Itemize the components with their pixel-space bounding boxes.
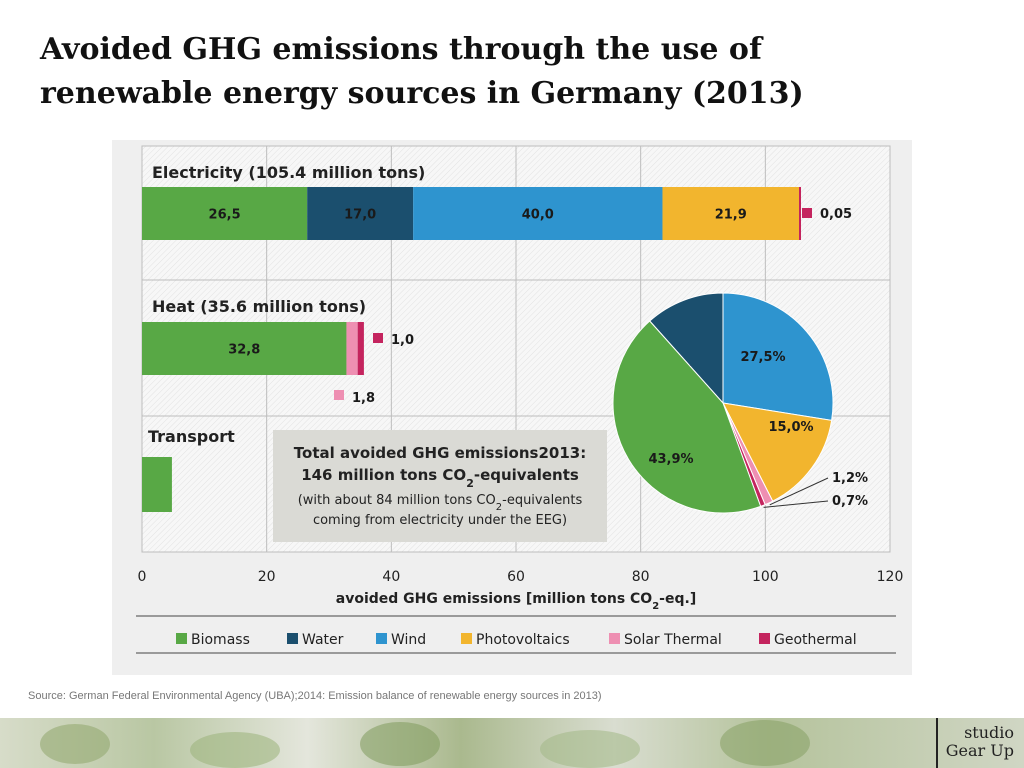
total-box-line2: 146 million tons CO2-equivalents [301,466,579,490]
emissions-chart: Electricity (105.4 million tons) 26,5 17,0… [136,145,904,654]
group-label-electricity-105-4-million-tons: Electricity (105.4 million tons) [152,163,425,182]
x-tick-label: 120 [877,569,904,585]
pie-slice-photovoltaics [722,402,833,502]
callout-marker-solar-thermal [334,390,344,400]
x-axis-title: avoided GHG emissions [million tons CO2-… [336,591,696,612]
bar-segment-electricity-105-4-million-tons-water [307,187,414,240]
x-tick-label: 100 [752,569,779,585]
pie-leader-line [763,500,829,508]
data-label-solar-thermal: 1,8 [352,391,375,406]
logo-line-gear-up: Gear Up [945,741,1014,760]
x-tick-label: 0 [138,569,147,585]
legend-label-water: Water [302,632,344,648]
legend-label-biomass: Biomass [191,632,250,648]
x-tick-label: 40 [382,569,400,585]
data-label-wind: 40,0 [522,208,554,223]
pie-label-biomass: 43,9% [648,452,693,467]
data-label-geothermal: 1,0 [391,333,414,348]
chart-panel: Electricity (105.4 million tons) 26,5 17,0… [112,140,912,675]
pie-label-photovoltaics: 15,0% [768,420,813,435]
legend-label-wind: Wind [391,632,426,648]
pie-leader-line [769,477,829,506]
callout-marker-geothermal [373,333,383,343]
legend-swatch-geothermal [759,633,770,644]
x-tick-label: 60 [507,569,525,585]
source-note: Source: German Federal Environmental Age… [28,690,602,702]
slide-title: Avoided GHG emissions through the use of… [40,32,804,111]
total-box-line3: (with about 84 million tons CO2-equivale… [298,493,583,513]
legend-swatch-wind [376,633,387,644]
legend-label-solar-thermal: Solar Thermal [624,632,722,648]
group-label-heat-35-6-million-tons: Heat (35.6 million tons) [152,297,366,316]
legend-label-photovoltaics: Photovoltaics [476,632,570,648]
pie-slice-biomass [612,320,762,514]
bar-segment-electricity-105-4-million-tons-geothermal [798,187,801,240]
pie-slice-wind [722,292,834,421]
x-tick-label: 80 [632,569,650,585]
bar-segment-electricity-105-4-million-tons-photovoltaics [662,187,799,240]
legend-swatch-biomass [176,633,187,644]
footer-leaf-band [0,718,1024,768]
bar-segment-heat-35-6-million-tons-geothermal [357,322,364,375]
callout-marker-geothermal [802,208,812,218]
leaf-decoration [540,730,640,768]
leaf-decoration [190,732,280,768]
group-label-transport: Transport [148,427,235,446]
legend-swatch-photovoltaics [461,633,472,644]
data-label-biomass: 26,5 [209,208,241,223]
legend-swatch-solar-thermal [609,633,620,644]
data-label-water: 17,0 [344,208,376,223]
total-box-line1: Total avoided GHG emissions2013: [294,444,586,462]
total-emissions-box [273,430,607,542]
data-label-geothermal: 0,05 [820,207,852,222]
leaf-decoration [40,724,110,764]
pie-label-geothermal: 0,7% [832,494,868,509]
logo-line-studio: studio [964,723,1014,742]
bar-segment-electricity-105-4-million-tons-biomass [142,187,308,240]
data-label-photovoltaics: 21,9 [715,208,747,223]
x-tick-label: 20 [258,569,276,585]
leaf-decoration [720,720,810,766]
pie-slice-water [648,292,724,405]
total-box-line4: coming from electricity under the EEG) [313,513,567,528]
bar-segment-heat-35-6-million-tons-biomass [142,322,347,375]
pie-label-solar-thermal: 1,2% [832,471,868,486]
bar-segment-transport-biomass [142,457,172,512]
bar-segment-heat-35-6-million-tons-solar-thermal [346,322,358,375]
pie-label-wind: 27,5% [740,350,785,365]
legend-label-geothermal: Geothermal [774,632,857,648]
leaf-decoration [360,722,440,766]
bar-segment-electricity-105-4-million-tons-wind [413,187,663,240]
data-label-biomass: 32,8 [228,343,260,358]
studio-gear-up-logo: studio Gear Up [935,718,1014,768]
legend-swatch-water [287,633,298,644]
